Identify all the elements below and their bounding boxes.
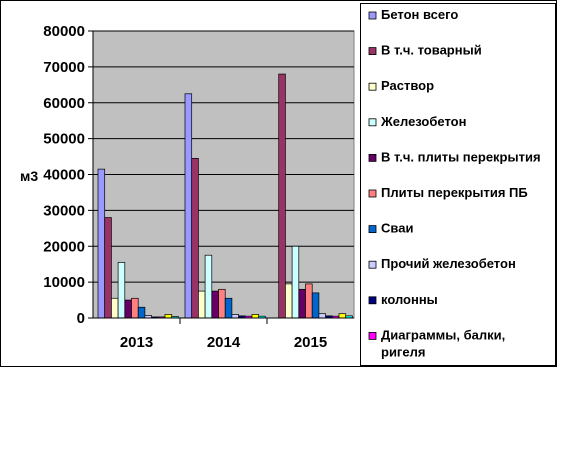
legend-label: Железобетон xyxy=(380,114,466,129)
bar xyxy=(278,73,286,319)
bar xyxy=(318,313,326,319)
legend-label: Бетон всего xyxy=(381,7,458,22)
x-tick-label: 2013 xyxy=(120,334,153,351)
bar xyxy=(305,283,313,319)
legend-swatch xyxy=(368,189,377,198)
y-axis-label: м3 xyxy=(20,168,38,184)
bar xyxy=(298,288,306,319)
bar xyxy=(97,168,106,319)
y-tick-label: 10000 xyxy=(43,274,85,291)
gridlines xyxy=(93,30,354,283)
bar xyxy=(111,297,119,319)
bar xyxy=(291,245,300,319)
bar xyxy=(338,313,347,319)
bar xyxy=(311,292,320,319)
bar xyxy=(218,288,226,319)
legend-swatch xyxy=(368,118,377,127)
bar xyxy=(124,299,132,319)
bar xyxy=(224,297,233,319)
legend-swatch xyxy=(368,11,377,20)
legend-swatch xyxy=(368,82,377,91)
bar xyxy=(164,314,173,319)
legend: Бетон всего В т.ч. товарный Раствор Железо… xyxy=(368,7,541,359)
legend-label: Сваи xyxy=(381,221,413,236)
legend-label: Раствор xyxy=(381,78,434,93)
bar xyxy=(211,290,219,319)
bar xyxy=(191,158,199,319)
y-tick-label: 20000 xyxy=(43,238,85,255)
y-tick-label: 70000 xyxy=(43,59,85,76)
bar xyxy=(117,262,126,319)
bar xyxy=(198,290,206,319)
legend-swatch xyxy=(368,260,377,269)
legend-label: В т.ч. товарный xyxy=(381,43,482,58)
x-tick-label: 2015 xyxy=(294,334,327,351)
legend-box xyxy=(360,3,556,366)
legend-swatch xyxy=(368,296,377,305)
y-tick-label: 40000 xyxy=(43,167,85,184)
legend-label: Прочий железобетон xyxy=(381,256,516,271)
bar xyxy=(104,217,112,319)
bar xyxy=(251,314,260,319)
y-tick-label: 0 xyxy=(77,310,85,327)
legend-swatch xyxy=(368,225,377,234)
x-tick-label: 2014 xyxy=(207,334,241,351)
bar xyxy=(204,254,213,319)
bar xyxy=(231,314,239,319)
legend-label: колонны xyxy=(381,292,438,307)
axes: 0 10000 20000 30000 40000 50000 60000 70000 8000… xyxy=(43,23,354,351)
bar xyxy=(137,306,146,319)
y-tick-label: 30000 xyxy=(43,202,85,219)
y-tick-label: 50000 xyxy=(43,131,85,148)
legend-label: Плиты перекрытия ПБ xyxy=(381,185,528,200)
legend-label: Диаграммы, балки, ригеля xyxy=(381,327,505,359)
legend-label: В т.ч. плиты перекрытия xyxy=(381,149,541,164)
bars xyxy=(97,73,353,319)
legend-swatch xyxy=(368,331,377,340)
y-tick-label: 60000 xyxy=(43,95,85,112)
bar xyxy=(131,297,139,319)
legend-swatch xyxy=(368,47,377,55)
legend-swatch xyxy=(368,153,377,162)
y-tick-label: 80000 xyxy=(43,23,85,40)
bar xyxy=(285,283,293,319)
bar xyxy=(184,93,193,319)
